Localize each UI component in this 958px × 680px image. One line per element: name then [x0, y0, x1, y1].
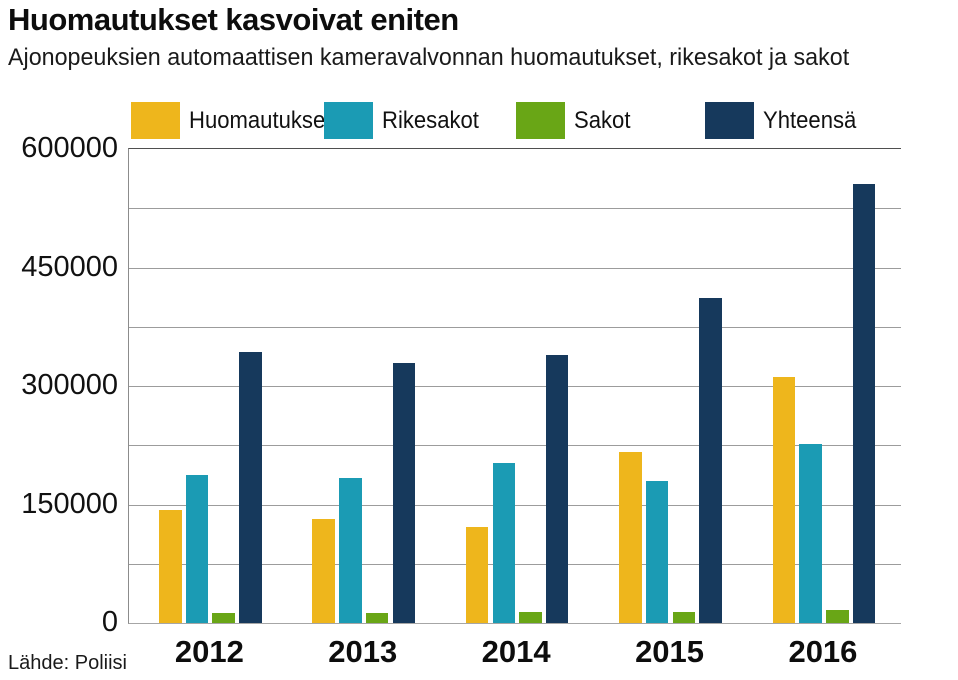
gridline: [129, 267, 901, 269]
gridline: [129, 208, 901, 210]
bar-sakot-2013: [365, 613, 389, 623]
plot-area: [128, 148, 901, 624]
bar-huomautukset-2013: [312, 519, 335, 623]
bar-yhteensa-2015: [699, 298, 722, 623]
chart-title: Huomautukset kasvoivat eniten: [8, 2, 459, 37]
x-axis-label: 2013: [328, 634, 398, 669]
bar-huomautukset-2014: [465, 527, 489, 623]
legend-swatch-huomautukset-icon: [131, 102, 180, 139]
y-axis-label: 600000: [21, 132, 118, 164]
x-axis-label: 2012: [174, 634, 244, 669]
bar-yhteensa-2016: [852, 184, 876, 623]
bar-huomautukset-2012: [159, 510, 182, 623]
y-axis-label: 300000: [21, 369, 118, 401]
y-axis-label: 0: [101, 606, 118, 638]
bar-sakot-2014: [519, 612, 542, 623]
chart-legend: Huomautukset Rikesakot Sakot Yhteensä: [0, 0, 958, 148]
x-axis-label: 2016: [788, 634, 858, 669]
legend-swatch-yhteensa-icon: [705, 102, 754, 139]
bar-rikesakot-2012: [185, 475, 209, 623]
legend-swatch-sakot-icon: [516, 102, 565, 139]
chart-subtitle: Ajonopeuksien automaattisen kameravalvon…: [8, 44, 850, 71]
gridline: [129, 326, 901, 328]
bar-rikesakot-2016: [799, 444, 822, 623]
legend-item-huomautukset: Huomautukset: [131, 102, 344, 139]
bar-yhteensa-2012: [239, 352, 262, 623]
bar-sakot-2015: [672, 612, 696, 623]
x-axis-label: 2014: [481, 634, 551, 669]
bar-huomautukset-2016: [772, 377, 796, 623]
legend-swatch-rikesakot-icon: [324, 102, 373, 139]
legend-label-sakot: Sakot: [574, 106, 631, 134]
legend-label-huomautukset: Huomautukset: [189, 106, 332, 134]
legend-item-yhteensa: Yhteensä: [705, 102, 864, 139]
source-label: Lähde: Poliisi: [8, 652, 127, 674]
bar-sakot-2012: [212, 613, 235, 623]
bar-rikesakot-2013: [339, 478, 362, 623]
bar-huomautukset-2015: [619, 452, 642, 623]
legend-item-sakot: Sakot: [516, 102, 635, 139]
y-axis-label: 450000: [21, 250, 118, 283]
bar-yhteensa-2014: [545, 355, 569, 623]
legend-label-rikesakot: Rikesakot: [382, 106, 479, 134]
legend-item-rikesakot: Rikesakot: [324, 102, 487, 139]
gridline: [129, 386, 901, 387]
bar-rikesakot-2014: [492, 463, 516, 623]
bar-rikesakot-2015: [645, 481, 669, 623]
y-axis-label: 150000: [21, 487, 118, 520]
x-axis-label: 2015: [635, 634, 705, 669]
bar-yhteensa-2013: [392, 363, 416, 623]
legend-label-yhteensa: Yhteensä: [763, 106, 857, 134]
bar-sakot-2016: [826, 610, 849, 623]
gridline: [129, 445, 901, 447]
